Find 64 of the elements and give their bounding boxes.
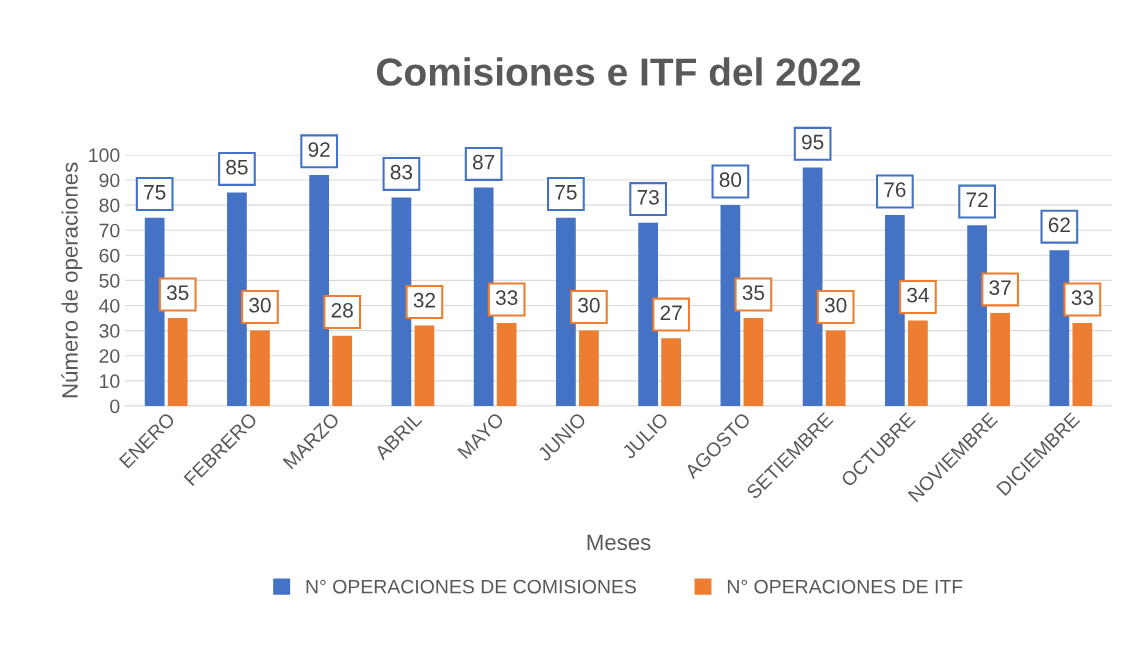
y-tick-label: 50: [99, 273, 120, 288]
bar: [825, 330, 846, 406]
bar: [661, 338, 682, 406]
data-label: 75: [555, 185, 577, 200]
data-label: 30: [249, 297, 271, 313]
bar: [1072, 323, 1093, 406]
data-label: 95: [802, 134, 824, 150]
data-label: 28: [331, 302, 353, 318]
data-label: 32: [413, 292, 435, 308]
bar: [579, 330, 599, 406]
legend-label: N° OPERACIONES DE COMISIONES: [306, 579, 637, 594]
data-label: 35: [742, 285, 765, 301]
data-label: 34: [907, 287, 929, 303]
data-label: 37: [989, 280, 1011, 296]
legend-label: N° OPERACIONES DE ITF: [727, 579, 963, 594]
data-label: 83: [390, 164, 413, 180]
data-label: 76: [884, 182, 906, 198]
data-label: 72: [966, 192, 988, 207]
bar: [885, 215, 905, 406]
bar: [309, 174, 330, 406]
y-tick-label: 70: [99, 223, 120, 238]
data-label: 27: [660, 305, 682, 320]
data-label: 30: [824, 297, 847, 313]
bar: [332, 335, 353, 406]
bar: [990, 313, 1010, 406]
bar: [144, 217, 165, 406]
data-label: 33: [1071, 290, 1094, 306]
data-label: 80: [719, 172, 742, 188]
bar: [908, 320, 928, 406]
y-tick-label: 0: [110, 399, 120, 414]
x-axis-title: Meses: [587, 534, 651, 551]
bar: [496, 323, 517, 406]
bar: [227, 192, 247, 406]
bar: [1049, 250, 1070, 406]
y-tick-label: 60: [99, 248, 120, 263]
bar: [720, 205, 741, 406]
bar: [802, 167, 823, 406]
bar: [638, 222, 658, 406]
bar: [391, 197, 412, 406]
y-tick-label: 90: [99, 173, 120, 188]
y-tick-label: 30: [99, 324, 120, 338]
data-label: 87: [472, 154, 495, 170]
bar: [743, 318, 764, 406]
y-axis-title: Número de operaciones: [61, 162, 83, 398]
bar: [967, 225, 987, 406]
data-label: 85: [226, 159, 248, 175]
bar: [167, 318, 188, 406]
data-label: 92: [308, 142, 330, 157]
y-tick-label: 10: [100, 374, 120, 389]
y-tick-label: 40: [99, 298, 120, 313]
data-label: 35: [166, 285, 189, 301]
data-label: 75: [144, 185, 166, 200]
y-tick-label: 20: [99, 349, 120, 363]
data-label: 73: [637, 189, 659, 205]
y-tick-label: 100: [89, 148, 120, 163]
y-tick-label: 80: [99, 198, 120, 213]
bar: [414, 325, 435, 406]
bar: [250, 330, 270, 406]
bar: [556, 217, 576, 406]
bar: [473, 187, 494, 406]
chart-title: Comisiones e ITF del 2022: [377, 57, 861, 86]
data-label: 33: [495, 290, 518, 306]
data-label: 62: [1048, 217, 1070, 233]
data-label: 30: [578, 297, 600, 313]
